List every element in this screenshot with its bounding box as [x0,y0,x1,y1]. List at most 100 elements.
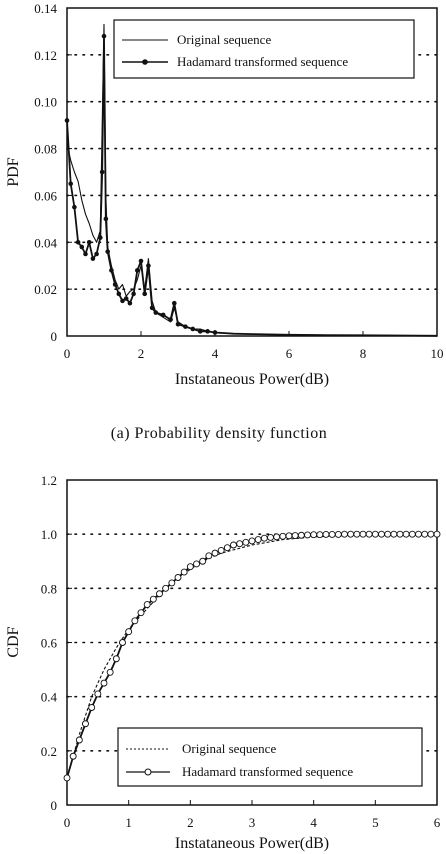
pdf-point-hadamard [131,291,136,297]
cdf-point-hadamard [291,532,299,539]
cdf-point-hadamard [378,530,385,538]
pdf-point-hadamard [116,291,122,297]
cdf-point-hadamard [421,530,429,538]
pdf-point-hadamard [112,282,118,287]
cdf-point-hadamard [359,530,367,538]
pdf-x-axis-label: Instataneous Power(dB) [175,371,329,388]
pdf-point-hadamard [98,235,103,240]
cdf-point-hadamard [334,530,342,538]
cdf-x-tick-label: 3 [249,815,256,830]
pdf-point-hadamard [79,244,85,250]
cdf-x-tick-label: 5 [372,815,379,830]
pdf-point-hadamard [190,326,196,332]
cdf-legend-label-hadamard: Hadamard transformed sequence [182,764,353,779]
cdf-point-hadamard [248,537,256,545]
cdf-point-hadamard [390,530,398,538]
pdf-point-hadamard [68,181,73,187]
pdf-legend-label-original: Original sequence [177,32,271,47]
cdf-point-hadamard [94,690,102,698]
cdf-point-hadamard [125,628,133,636]
cdf-point-hadamard [396,530,404,538]
pdf-x-tick-label: 4 [212,346,219,361]
pdf-point-hadamard [99,169,105,175]
cdf-point-hadamard [310,531,318,539]
cdf-point-hadamard [143,601,151,609]
pdf-y-axis-label: PDF [5,157,22,186]
pdf-plot-frame [66,7,438,337]
cdf-point-hadamard [199,557,207,565]
cdf-point-hadamard [69,752,77,760]
cdf-y-tick-label: 1.2 [41,473,57,488]
cdf-point-hadamard [205,552,213,560]
pdf-point-hadamard [212,330,218,335]
pdf-point-hadamard [101,33,107,39]
cdf-point-hadamard [168,579,176,587]
pdf-point-hadamard [146,263,151,269]
cdf-x-tick-label: 2 [187,815,194,830]
pdf-x-tick-label: 0 [64,346,71,361]
cdf-point-hadamard [273,533,281,541]
pdf-point-hadamard [135,268,140,273]
cdf-x-axis-label: Instataneous Power(dB) [175,835,329,852]
pdf-point-hadamard [149,305,155,311]
cdf-x-tick-label: 0 [64,815,71,830]
pdf-point-hadamard [197,329,203,334]
cdf-point-hadamard [328,530,336,538]
pdf-point-hadamard [175,321,181,327]
cdf-point-hadamard [341,530,348,538]
pdf-x-tick-label: 8 [360,346,367,361]
cdf-point-hadamard [149,595,157,603]
pdf-series [64,23,438,337]
cdf-x-tick-label: 6 [434,815,441,830]
cdf-point-hadamard [365,530,373,538]
cdf-point-hadamard [119,639,126,646]
pdf-y-tick-label: 0.14 [34,1,57,16]
pdf-point-hadamard [90,256,96,261]
cdf-x-tick-label: 1 [125,815,132,830]
cdf-point-hadamard [88,704,96,711]
cdf-point-hadamard [415,530,422,538]
pdf-point-hadamard [75,239,81,245]
cdf-point-hadamard [186,563,194,571]
pdf-point-hadamard [172,300,177,306]
cdf-point-hadamard [408,530,416,538]
cdf-point-hadamard [427,530,435,538]
cdf-point-hadamard [304,531,311,539]
pdf-y-tick-label: 0.02 [34,282,57,297]
cdf-point-hadamard [162,584,170,592]
cdf-point-hadamard [267,533,274,541]
pdf-y-tick-label: 0.06 [34,188,57,203]
cdf-point-hadamard [180,568,188,576]
cdf-point-hadamard [433,530,441,538]
pdf-y-tick-label: 0.12 [34,48,57,63]
cdf-point-hadamard [100,679,108,687]
pdf-chart: 0 0.02 0.04 0.06 0.08 0.10 0.12 0.14 0 2 4 6 8 10 Or… [5,1,444,442]
cdf-point-hadamard [254,536,262,544]
cdf-legend-marker-hadamard [144,768,152,776]
cdf-x-ticks: 0 1 2 3 4 5 6 [64,800,441,830]
pdf-y-tick-label: 0.08 [34,142,57,157]
pdf-y-tick-label: 0 [51,329,58,344]
cdf-point-hadamard [297,531,305,539]
cdf-point-hadamard [230,541,237,549]
pdf-point-hadamard [120,298,125,304]
cdf-legend-label-original: Original sequence [182,741,276,756]
pdf-legend-label-hadamard: Hadamard transformed sequence [177,54,348,69]
cdf-y-tick-label: 0.4 [41,690,58,705]
pdf-point-hadamard [83,251,88,257]
pdf-point-hadamard [86,239,92,245]
cdf-point-hadamard [371,530,379,538]
cdf-y-tick-label: 0 [51,798,58,813]
cdf-point-hadamard [384,530,392,538]
pdf-point-hadamard [109,268,114,273]
pdf-point-hadamard [153,310,159,315]
cdf-x-tick-label: 4 [310,815,317,830]
pdf-x-tick-label: 6 [286,346,293,361]
pdf-point-hadamard [64,118,70,123]
pdf-point-hadamard [105,249,110,254]
cdf-point-hadamard [402,530,410,538]
pdf-point-hadamard [183,324,188,329]
pdf-x-tick-label: 2 [138,346,145,361]
cdf-point-hadamard [223,544,231,552]
